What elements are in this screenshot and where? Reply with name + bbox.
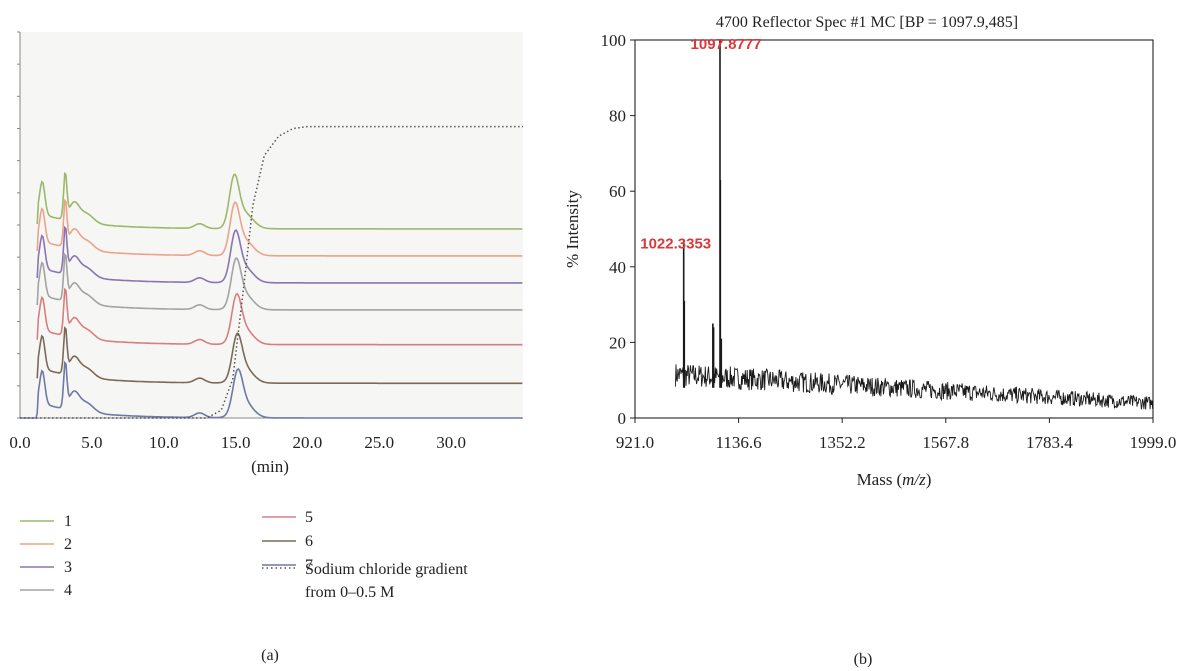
mass-spectrum-x-tick-label: 1136.6: [716, 433, 762, 452]
mass-spectrum-y-tick-label: 60: [609, 182, 626, 201]
mass-spectrum-x-tick-label: 921.0: [616, 433, 654, 452]
mass-spectrum-x-tick-label: 1352.2: [819, 433, 866, 452]
chromatogram-x-axis-label: (min): [251, 457, 289, 476]
mass-spectrum-y-ticks: 0 20 40 60 80 100: [601, 31, 635, 428]
chromatogram-trace-6: [36, 326, 523, 385]
chromatogram-x-tick-labels: 0.0 5.0 10.0 15.0 20.0 25.0 30.0: [9, 433, 466, 452]
legend-label-6: 6: [305, 533, 313, 550]
sodium-chloride-gradient-line: [20, 125, 523, 419]
chromatogram-x-tick-label: 25.0: [364, 433, 394, 452]
chromatogram-x-tick-label: 15.0: [221, 433, 251, 452]
mass-spectrum-y-tick-label: 100: [601, 31, 627, 50]
legend-label-gradient-line1: Sodium chloride gradient: [305, 561, 468, 578]
chromatogram-x-tick-label: 20.0: [293, 433, 323, 452]
mass-spectrum-y-tick-label: 40: [609, 258, 626, 277]
chromatogram-plot-area: [20, 32, 523, 418]
chromatogram-trace-1: [36, 171, 523, 230]
legend-label-gradient-line2: from 0–0.5 M: [305, 584, 394, 601]
chromatogram-trace-7: [20, 360, 523, 419]
mass-spectrum-y-tick-label: 80: [609, 107, 626, 126]
chromatogram-trace-2: [36, 198, 523, 257]
chromatogram-traces: [20, 125, 523, 419]
mass-spectrum-peaks: [682, 40, 723, 388]
peak-label-1022: 1022.3353: [640, 235, 711, 252]
mass-spectrum-y-axis-label: % Intensity: [563, 190, 582, 268]
x-label-word: Mass: [857, 470, 893, 489]
mass-spectrum-y-tick-label: 20: [609, 333, 626, 352]
x-label-variable: m/z: [902, 470, 926, 489]
legend-label-4: 4: [64, 582, 72, 599]
mass-spectrum-x-tick-label: 1567.8: [922, 433, 969, 452]
chromatogram-x-tick-label: 0.0: [9, 433, 30, 452]
mass-spectrum-noise-trace: [674, 364, 1154, 410]
mass-spectrum-x-tick-label: 1783.4: [1026, 433, 1073, 452]
chromatogram-x-tick-label: 30.0: [436, 433, 466, 452]
mass-spectrum-x-tick-label: 1999.0: [1130, 433, 1177, 452]
legend-label-5: 5: [305, 509, 313, 526]
peak-label-1097: 1097.8777: [691, 36, 762, 53]
panel-a-label: (a): [261, 647, 279, 664]
mass-spectrum-x-axis-label: Mass (m/z): [857, 470, 932, 489]
mass-spectrum-annotations: 1097.8777 1022.3353: [640, 36, 761, 252]
chromatogram-trace-5: [36, 287, 523, 346]
chromatogram-y-ticks: [17, 31, 20, 419]
chromatogram-panel: 0.0 5.0 10.0 15.0 20.0 25.0 30.0 (min) 1 2 3 4 5 6 7…: [9, 31, 523, 664]
chromatogram-x-tick-label: 5.0: [81, 433, 102, 452]
chromatogram-x-tick-label: 10.0: [149, 433, 179, 452]
legend-label-7: 7: [305, 557, 313, 574]
legend-label-3: 3: [64, 559, 72, 576]
chromatogram-trace-3: [36, 225, 523, 284]
chromatogram-legend: 1 2 3 4 5 6 7: [20, 509, 313, 599]
legend-label-2: 2: [64, 536, 72, 553]
legend-label-1: 1: [64, 513, 72, 530]
panel-b-label: (b): [854, 651, 873, 668]
mass-spectrum-y-tick-label: 0: [618, 409, 627, 428]
mass-spectrum-panel: 4700 Reflector Spec #1 MC [BP = 1097.9,4…: [563, 14, 1176, 668]
mass-spectrum-noise-line: [674, 364, 1154, 410]
mass-spectrum-x-ticks: 921.0 1136.6 1352.2 1567.8 1783.4 1999.0: [616, 418, 1177, 452]
mass-spectrum-title: 4700 Reflector Spec #1 MC [BP = 1097.9,4…: [716, 14, 1018, 31]
chromatogram-trace-4: [36, 252, 523, 311]
